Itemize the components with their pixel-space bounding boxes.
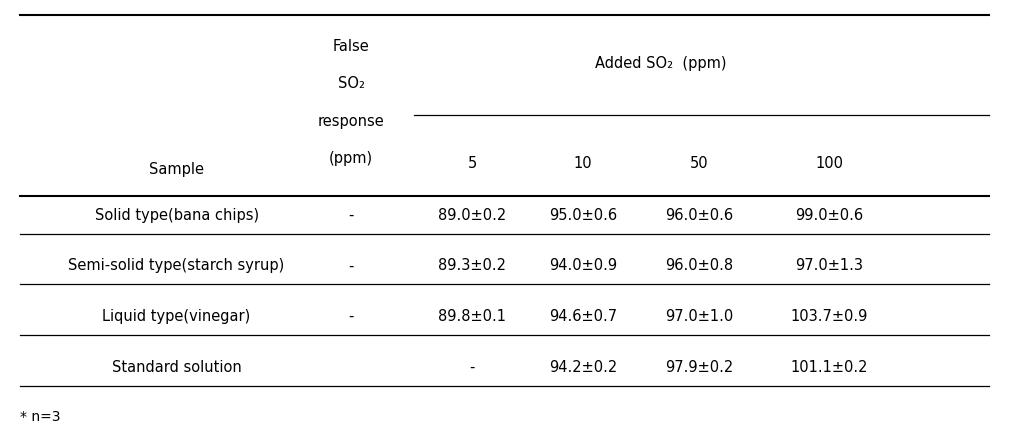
- Text: -: -: [348, 309, 354, 324]
- Text: 97.9±0.2: 97.9±0.2: [665, 360, 734, 375]
- Text: 103.7±0.9: 103.7±0.9: [791, 309, 868, 324]
- Text: 94.2±0.2: 94.2±0.2: [549, 360, 618, 375]
- Text: * n=3: * n=3: [20, 410, 61, 424]
- Text: response: response: [318, 114, 384, 129]
- Text: 101.1±0.2: 101.1±0.2: [791, 360, 868, 375]
- Text: Liquid type(vinegar): Liquid type(vinegar): [103, 309, 250, 324]
- Text: 89.0±0.2: 89.0±0.2: [438, 208, 507, 223]
- Text: 96.0±0.6: 96.0±0.6: [665, 208, 734, 223]
- Text: 97.0±1.0: 97.0±1.0: [665, 309, 734, 324]
- Text: 89.3±0.2: 89.3±0.2: [438, 258, 507, 273]
- Text: 96.0±0.8: 96.0±0.8: [665, 258, 734, 273]
- Text: 94.0±0.9: 94.0±0.9: [549, 258, 618, 273]
- Text: Sample: Sample: [149, 162, 204, 177]
- Text: Semi-solid type(starch syrup): Semi-solid type(starch syrup): [69, 258, 285, 273]
- Text: 10: 10: [574, 156, 592, 171]
- Text: Added SO₂  (ppm): Added SO₂ (ppm): [595, 56, 726, 71]
- Text: (ppm): (ppm): [329, 151, 373, 166]
- Text: 94.6±0.7: 94.6±0.7: [549, 309, 618, 324]
- Text: SO₂: SO₂: [338, 76, 364, 91]
- Text: 5: 5: [467, 156, 477, 171]
- Text: 100: 100: [815, 156, 844, 171]
- Text: Solid type(bana chips): Solid type(bana chips): [95, 208, 258, 223]
- Text: -: -: [348, 258, 354, 273]
- Text: 99.0±0.6: 99.0±0.6: [795, 208, 864, 223]
- Text: -: -: [348, 208, 354, 223]
- Text: Standard solution: Standard solution: [112, 360, 241, 375]
- Text: 50: 50: [690, 156, 708, 171]
- Text: False: False: [333, 39, 369, 54]
- Text: 89.8±0.1: 89.8±0.1: [438, 309, 507, 324]
- Text: 97.0±1.3: 97.0±1.3: [795, 258, 864, 273]
- Text: -: -: [469, 360, 475, 375]
- Text: 95.0±0.6: 95.0±0.6: [549, 208, 618, 223]
